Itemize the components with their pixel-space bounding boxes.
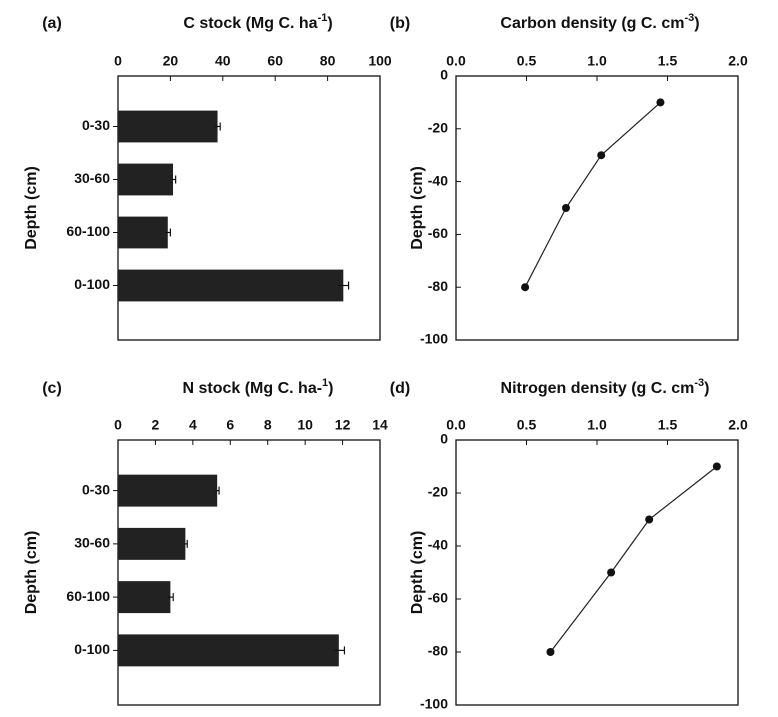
y-axis-label: Depth (cm) — [409, 166, 426, 250]
panel-d: (d) Nitrogen density (g C. cm-3) Depth (cm… — [390, 377, 748, 712]
chart-title: N stock (Mg C. ha-1) — [182, 377, 333, 397]
y-tick-label: -40 — [428, 537, 448, 553]
chart-title-superscript: 1 — [322, 377, 328, 389]
x-tick-label: 0 — [114, 417, 122, 433]
bar-60-100 — [118, 581, 171, 614]
data-point — [546, 648, 555, 656]
panel-label: (c) — [42, 380, 62, 397]
plot-frame — [455, 75, 739, 341]
x-tick-label: 1.0 — [587, 417, 607, 433]
x-tick-label: 1.5 — [658, 53, 678, 69]
y-tick-label: 30-60 — [74, 535, 110, 551]
chart-title-end: ) — [694, 15, 699, 32]
y-tick-label: 0 — [440, 67, 448, 83]
y-tick-label: -100 — [420, 696, 448, 712]
x-tick-label: 80 — [320, 53, 336, 69]
data-point — [712, 462, 721, 471]
panel-c: (c) N stock (Mg C. ha-1)Depth (cm)0 2 4 6 8 10… — [23, 377, 388, 706]
plot-frame — [117, 75, 381, 341]
panel-b: (b) Carbon density (g C. cm-3) Depth (cm) 0… — [390, 12, 748, 347]
y-tick-label: 60-100 — [66, 588, 110, 604]
y-tick-label: 0-30 — [82, 117, 110, 133]
y-tick-label: -20 — [428, 484, 448, 500]
y-tick-label: -60 — [428, 225, 448, 241]
data-point — [656, 98, 665, 107]
chart-title-main: C stock (Mg C. ha — [183, 15, 317, 32]
y-tick-label: -20 — [428, 120, 448, 136]
x-tick-label: 2.0 — [728, 53, 748, 69]
panel-label: (b) — [390, 15, 410, 32]
data-point — [645, 515, 654, 524]
bar-0-30 — [118, 474, 218, 507]
data-point — [597, 151, 606, 160]
x-tick-label: 0.5 — [517, 417, 537, 433]
x-tick-label: 0.5 — [517, 53, 537, 69]
series-line — [549, 466, 718, 653]
x-tick-label: 14 — [372, 417, 388, 433]
y-tick-label: -100 — [420, 331, 448, 347]
bar-30-60 — [118, 163, 174, 196]
chart-title-end: ) — [327, 15, 332, 32]
y-axis-label: Depth (cm) — [409, 531, 426, 615]
y-axis-label: Depth (cm) — [23, 166, 40, 250]
x-tick-label: 2 — [152, 417, 160, 433]
y-axis-label: Depth (cm) — [23, 531, 40, 615]
bar-60-100 — [118, 216, 168, 249]
x-tick-label: 4 — [189, 417, 197, 433]
y-tick-label: -80 — [428, 278, 448, 294]
chart-title: Nitrogen density (g C. cm-3) — [501, 377, 710, 397]
y-tick-label: 60-100 — [66, 223, 110, 239]
y-tick-label: 30-60 — [74, 170, 110, 186]
panel-label: (d) — [390, 380, 410, 397]
x-tick-label: 8 — [264, 417, 272, 433]
bar-0-100 — [118, 269, 344, 302]
x-tick-label: 40 — [215, 53, 231, 69]
x-tick-label: 100 — [368, 53, 392, 69]
chart-title: C stock (Mg C. ha-1) — [183, 12, 332, 32]
x-tick-label: 20 — [163, 53, 179, 69]
chart-title-end: ) — [704, 380, 709, 397]
x-tick-label: 10 — [297, 417, 313, 433]
y-tick-label: 0 — [440, 431, 448, 447]
y-tick-label: 0-30 — [82, 481, 110, 497]
chart-title-superscript: -3 — [684, 12, 694, 24]
panel-a: (a) C stock (Mg C. ha-1) Depth (cm) 0 20 40 60… — [23, 12, 392, 341]
series-line — [524, 101, 661, 288]
bar-0-100 — [118, 634, 339, 667]
bar-30-60 — [118, 527, 186, 560]
y-tick-label: 0-100 — [74, 276, 110, 292]
bar-0-30 — [118, 110, 218, 143]
y-tick-label: 0-100 — [74, 641, 110, 657]
data-point — [561, 204, 570, 212]
chart-title-superscript: -1 — [318, 12, 328, 24]
chart-title-end: ) — [328, 380, 333, 397]
chart-title-superscript: -3 — [694, 377, 704, 389]
plot-frame — [117, 439, 381, 706]
x-tick-label: 6 — [226, 417, 234, 433]
y-tick-label: -80 — [428, 643, 448, 659]
chart-title-main: Nitrogen density (g C. cm — [501, 380, 695, 397]
panel-label: (a) — [42, 15, 62, 32]
plot-frame — [455, 439, 739, 706]
x-tick-label: 1.5 — [658, 417, 678, 433]
chart-title-main: N stock (Mg C. ha- — [182, 380, 322, 397]
chart-title-main: Carbon density (g C. cm — [500, 15, 684, 32]
x-tick-label: 0.0 — [446, 417, 466, 433]
x-tick-label: 0 — [114, 53, 122, 69]
y-tick-label: -40 — [428, 172, 448, 188]
x-tick-label: 12 — [335, 417, 351, 433]
y-tick-label: -60 — [428, 590, 448, 606]
data-point — [607, 568, 616, 577]
x-tick-label: 1.0 — [587, 53, 607, 69]
data-point — [521, 283, 530, 292]
x-tick-label: 0.0 — [446, 53, 466, 69]
chart-title: Carbon density (g C. cm-3) — [500, 12, 699, 32]
x-tick-label: 2.0 — [728, 417, 748, 433]
x-tick-label: 60 — [267, 53, 283, 69]
